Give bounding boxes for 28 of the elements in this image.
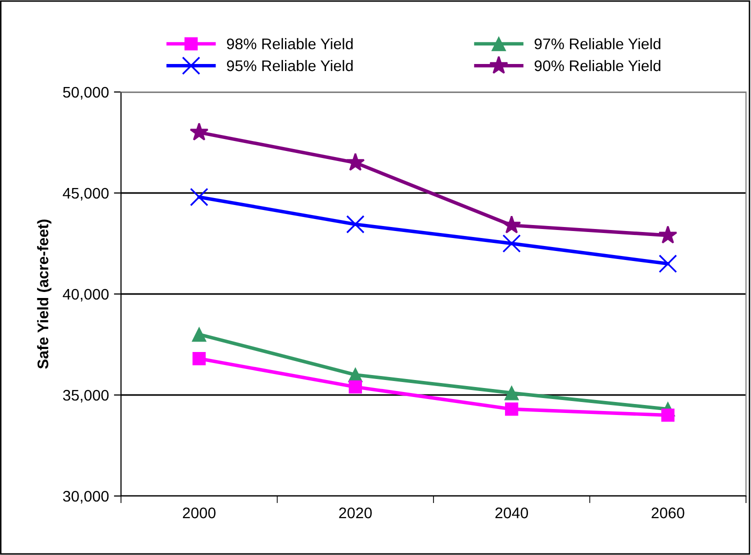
- point: [192, 327, 206, 342]
- point: [348, 380, 362, 394]
- point: [346, 215, 365, 234]
- x-tick-label: 2000: [182, 508, 216, 518]
- point: [661, 408, 674, 422]
- legend-label: 97% Reliable Yield: [534, 38, 660, 50]
- point: [190, 188, 208, 206]
- point: [502, 215, 522, 234]
- point: [504, 386, 519, 400]
- point: [505, 402, 518, 416]
- point: [192, 352, 206, 366]
- y-tick-label: 30,000: [63, 490, 109, 504]
- point: [502, 234, 521, 253]
- x-tick-label: 2040: [495, 508, 528, 518]
- y-tick-label: 40,000: [62, 288, 109, 302]
- x-tick-label: 2060: [652, 508, 684, 518]
- y-tick-label: 50,000: [63, 86, 109, 100]
- legend-label: 95% Reliable Yield: [226, 60, 353, 72]
- point: [658, 226, 678, 244]
- legend-label: 90% Reliable Yield: [534, 60, 660, 72]
- point: [658, 254, 678, 273]
- point: [190, 122, 209, 141]
- y-axis-title: Safe Yield (acre-feet): [37, 220, 52, 369]
- x-tick-label: 2020: [339, 508, 372, 518]
- y-tick-label: 35,000: [63, 390, 109, 402]
- legend-label: 98% Reliable Yield: [226, 38, 353, 50]
- y-tick-label: 45,000: [62, 188, 109, 200]
- point: [346, 152, 365, 171]
